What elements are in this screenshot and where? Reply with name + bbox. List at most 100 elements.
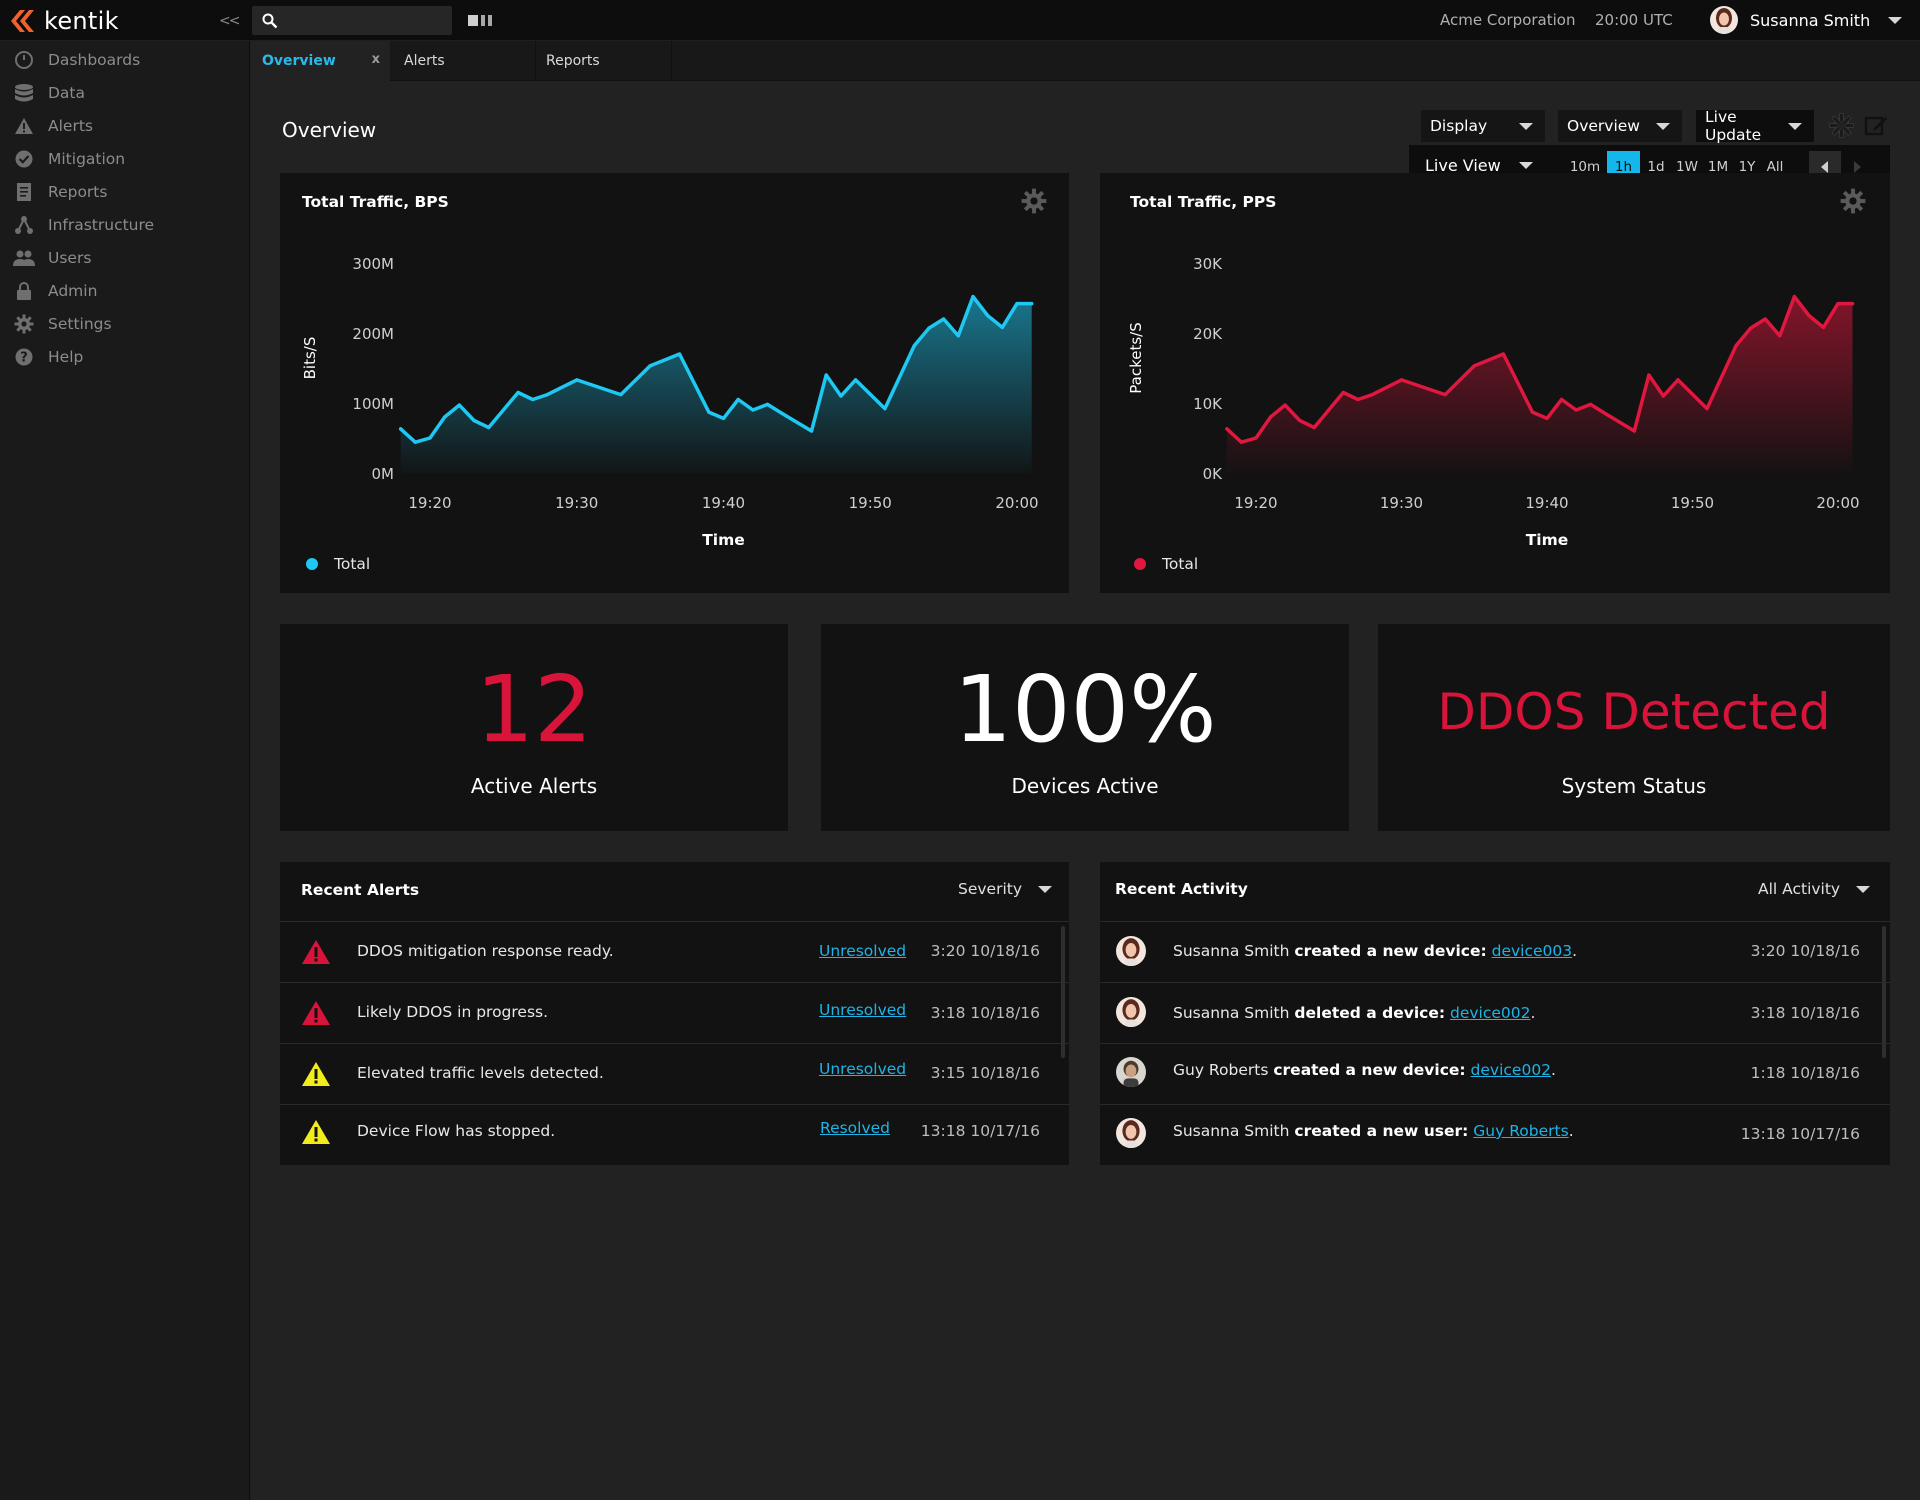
activity-target-link[interactable]: device003 (1491, 942, 1573, 960)
activity-action: created a new device: (1273, 1061, 1466, 1079)
user-menu[interactable]: Susanna Smith (1710, 4, 1903, 36)
sidebar-item-alerts[interactable]: Alerts (0, 111, 250, 141)
activity-actor: Susanna Smith (1173, 1122, 1290, 1140)
alert-status-link[interactable]: Unresolved (819, 1060, 907, 1078)
chart-settings-button[interactable] (1021, 188, 1047, 218)
alert-row[interactable]: Likely DDOS in progress. Unresolved 3:18… (280, 982, 1069, 1042)
range-1w[interactable]: 1W (1676, 159, 1698, 175)
data-point (619, 393, 623, 397)
panel-title: Recent Alerts (301, 881, 420, 899)
alert-row[interactable]: DDOS mitigation response ready. Unresolv… (280, 921, 1069, 981)
range-all[interactable]: All (1766, 159, 1784, 175)
activity-action: deleted a device: (1294, 1004, 1446, 1022)
warning-icon (0, 117, 48, 135)
devices-active-tile[interactable]: 100% Devices Active (821, 624, 1349, 831)
tab-reports[interactable]: Reports (536, 41, 672, 81)
activity-row[interactable]: Susanna Smith created a new device: devi… (1100, 921, 1890, 981)
range-1d[interactable]: 1d (1647, 159, 1665, 175)
sidebar-item-dashboards[interactable]: Dashboards (0, 45, 250, 75)
x-tick-label: 20:00 (1816, 494, 1859, 512)
gear-icon (1829, 113, 1854, 138)
sidebar-item-help[interactable]: ? Help (0, 342, 250, 372)
alert-status-link[interactable]: Unresolved (819, 942, 907, 960)
collapse-sidebar-button[interactable]: << (219, 13, 241, 29)
chart-settings-button[interactable] (1840, 188, 1866, 218)
organization-name[interactable]: Acme Corporation (1440, 11, 1576, 29)
activity-actor: Guy Roberts (1173, 1061, 1269, 1079)
data-point (531, 397, 535, 402)
active-alerts-tile[interactable]: 12 Active Alerts (280, 624, 788, 831)
display-dropdown[interactable]: Display (1421, 110, 1545, 142)
data-point (1341, 390, 1345, 395)
chart-title: Total Traffic, PPS (1130, 193, 1277, 211)
scrollbar[interactable] (1882, 926, 1886, 1058)
top-bar: kentik << Acme Corporation 20:00 UTC Sus… (0, 0, 1920, 41)
x-tick-label: 19:20 (408, 494, 451, 512)
activity-filter-dropdown[interactable]: All Activity (1758, 880, 1871, 898)
live-update-dropdown[interactable]: Live Update (1696, 108, 1814, 144)
severity-filter-dropdown[interactable]: Severity (958, 880, 1053, 898)
alert-row[interactable]: Device Flow has stopped. Resolved 13:18 … (280, 1104, 1069, 1164)
data-point (1443, 393, 1447, 397)
data-point (428, 436, 432, 440)
edit-dashboard-button[interactable] (1864, 113, 1888, 141)
layout-toggle-icon[interactable] (468, 15, 492, 26)
sidebar-item-admin[interactable]: Admin (0, 276, 250, 306)
sidebar: Dashboards Data Alerts Mitigation Report… (0, 41, 250, 1500)
dashboard-settings-button[interactable] (1829, 113, 1854, 142)
activity-time: 3:20 10/18/16 (1750, 942, 1860, 960)
y-tick-label: 300M (352, 255, 394, 273)
sidebar-item-mitigation[interactable]: Mitigation (0, 144, 250, 174)
alert-message: DDOS mitigation response ready. (357, 942, 614, 960)
avatar (1116, 936, 1146, 966)
activity-target-link[interactable]: device002 (1449, 1004, 1531, 1022)
sidebar-item-settings[interactable]: Settings (0, 309, 250, 339)
data-point (1356, 397, 1360, 402)
data-point (927, 326, 931, 330)
sidebar-item-users[interactable]: Users (0, 243, 250, 273)
tab-overview[interactable]: Overview x (250, 41, 390, 81)
chevron-down-icon (1788, 122, 1802, 130)
data-point (575, 378, 579, 382)
chevron-down-icon (1519, 122, 1533, 130)
kentik-logo[interactable]: kentik (10, 7, 119, 35)
search-input[interactable] (252, 6, 452, 35)
data-point (472, 418, 476, 423)
y-tick-label: 0K (1203, 465, 1224, 483)
sidebar-item-infrastructure[interactable]: Infrastructure (0, 210, 250, 240)
users-icon (0, 249, 48, 267)
activity-row[interactable]: Susanna Smith created a new user: Guy Ro… (1100, 1104, 1890, 1164)
next-range-button[interactable] (1841, 151, 1873, 183)
activity-target-link[interactable]: Guy Roberts (1473, 1122, 1569, 1140)
x-tick-label: 19:50 (1671, 494, 1714, 512)
data-point (1283, 403, 1287, 407)
sidebar-item-data[interactable]: Data (0, 78, 250, 108)
tab-label: Alerts (404, 53, 445, 69)
data-point (516, 390, 520, 395)
alert-status-link[interactable]: Resolved (820, 1119, 891, 1137)
scrollbar[interactable] (1061, 926, 1065, 1058)
data-point (839, 394, 843, 398)
activity-row[interactable]: Guy Roberts created a new device: device… (1100, 1043, 1890, 1103)
range-1m[interactable]: 1M (1707, 159, 1729, 175)
critical-alert-icon (302, 940, 330, 964)
legend-label: Total (1161, 555, 1198, 573)
sidebar-item-label: Data (48, 84, 86, 102)
system-status-tile[interactable]: DDOS Detected System Status (1378, 624, 1890, 831)
tab-alerts[interactable]: Alerts (390, 41, 536, 81)
activity-target-link[interactable]: device002 (1470, 1061, 1552, 1079)
activity-time: 13:18 10/17/16 (1740, 1125, 1860, 1143)
sidebar-item-reports[interactable]: Reports (0, 177, 250, 207)
live-view-dropdown[interactable]: Live View (1425, 156, 1533, 175)
devices-active-percent: 100% (953, 656, 1217, 763)
alert-status-link[interactable]: Unresolved (819, 1001, 907, 1019)
close-tab-button[interactable]: x (371, 52, 380, 67)
activity-row[interactable]: Susanna Smith deleted a device: device00… (1100, 982, 1890, 1042)
x-axis-label: Time (702, 531, 745, 549)
view-dropdown[interactable]: Overview (1558, 110, 1682, 142)
alert-row[interactable]: Elevated traffic levels detected. Unreso… (280, 1043, 1069, 1103)
range-1y[interactable]: 1Y (1738, 159, 1756, 175)
range-10m[interactable]: 10m (1569, 159, 1601, 175)
gear-icon (1840, 188, 1866, 214)
data-point (1821, 325, 1826, 329)
